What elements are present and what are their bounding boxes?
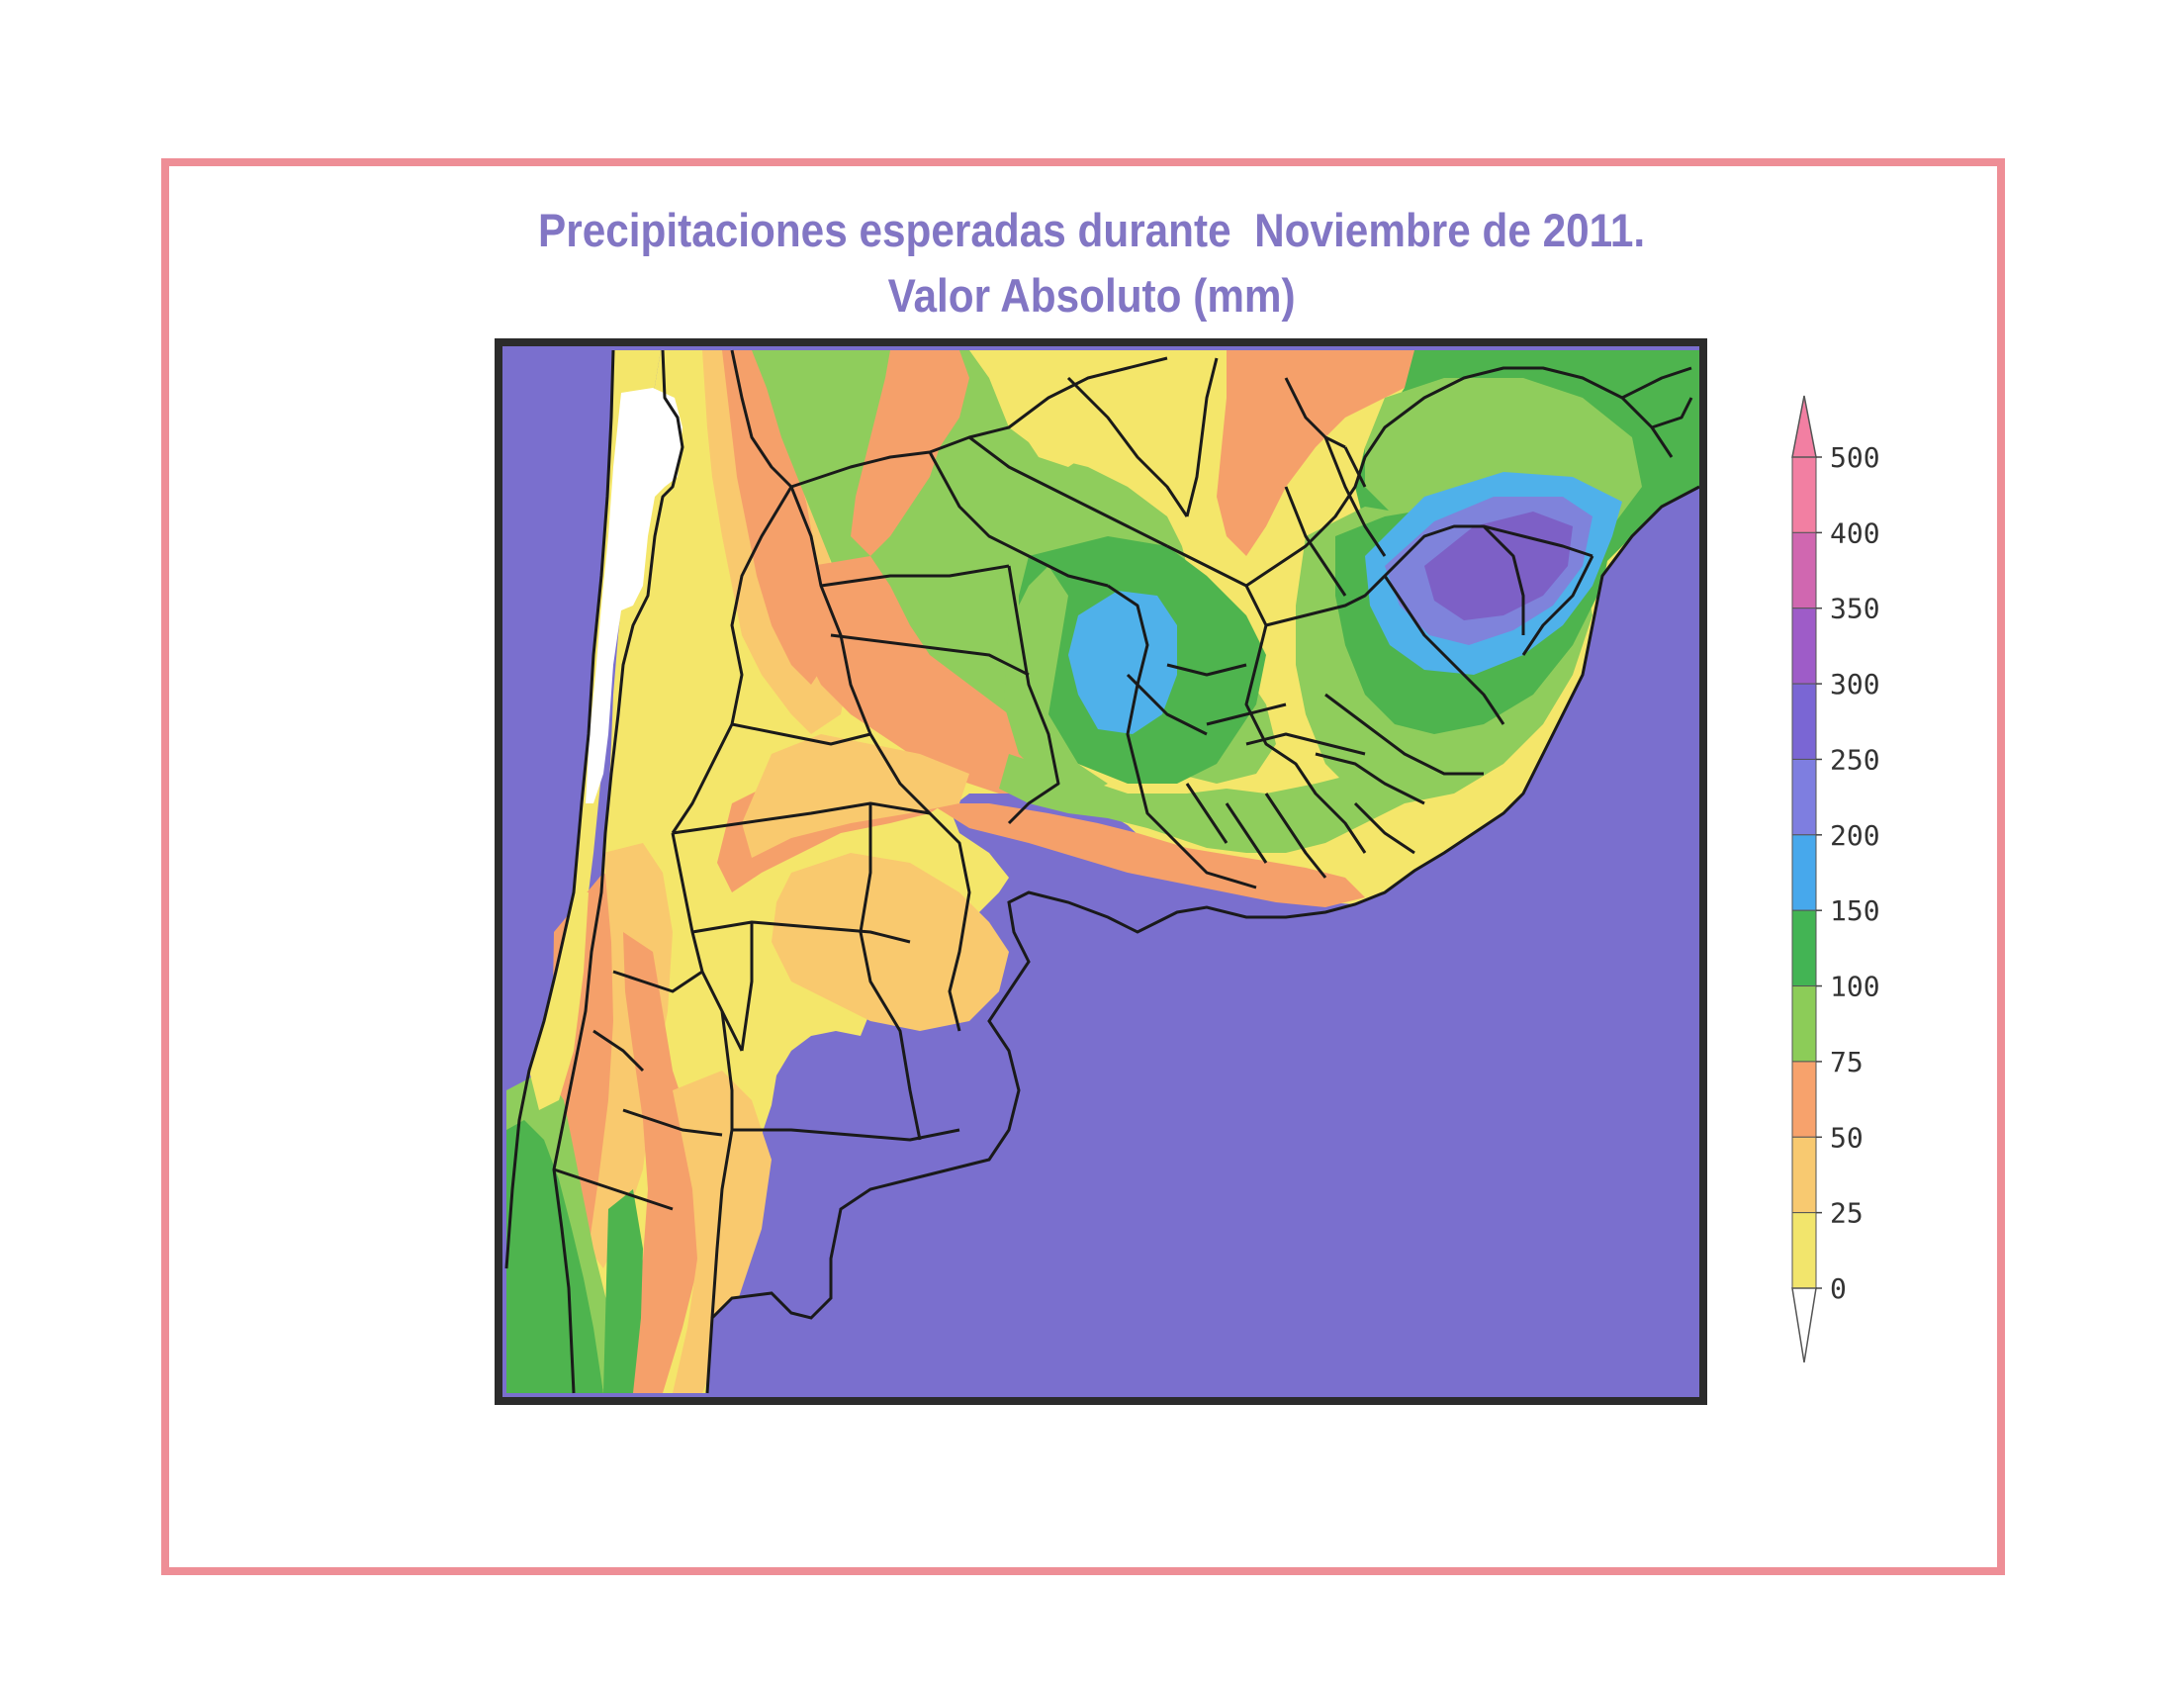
band-green-patagonia-mid — [603, 1189, 643, 1393]
pacific-coastline — [504, 349, 615, 1269]
legend-label: 250 — [1830, 743, 1880, 776]
legend-label: 100 — [1830, 971, 1880, 1003]
legend-band — [1791, 1212, 1817, 1289]
legend-label: 400 — [1830, 516, 1880, 549]
page-frame — [161, 158, 2005, 1575]
precipitation-map — [495, 338, 1707, 1405]
atlantic-coastline — [705, 485, 1700, 1394]
band-lightorange-patagonia-west — [589, 843, 673, 1268]
band-orange-patagonia-center — [673, 1071, 772, 1393]
legend-band — [1791, 1061, 1817, 1138]
title-line-1: Precipitaciones esperadas durante Noviem… — [538, 204, 1646, 256]
band-orange-coast — [930, 803, 1365, 907]
band-green-south-andes — [506, 1110, 603, 1393]
legend-band — [1791, 531, 1817, 609]
legend-bands — [1791, 456, 1817, 1289]
legend-label: 200 — [1830, 819, 1880, 852]
political-borders — [552, 349, 1693, 1394]
map-border — [495, 338, 1707, 1405]
legend-band — [1791, 834, 1817, 911]
band-orange-ne — [1217, 350, 1444, 556]
legend-label: 350 — [1830, 593, 1880, 625]
title-line-2: Valor Absoluto (mm) — [887, 269, 1296, 322]
band-lightorange-westcentral — [742, 734, 969, 858]
legend-band — [1791, 456, 1817, 533]
legend-label: 75 — [1830, 1046, 1864, 1078]
legend-band — [1791, 758, 1817, 836]
band-orange-central — [791, 556, 1068, 794]
chile-coast — [529, 892, 589, 1110]
band-orange-patagonia-mid — [613, 932, 702, 1393]
legend-band — [1791, 607, 1817, 685]
map-title: Precipitaciones esperadas durante Noviem… — [109, 198, 2074, 328]
legend-label: 25 — [1830, 1197, 1864, 1230]
legend-arrow-top — [1791, 395, 1817, 458]
band-lightgreen-south-andes — [506, 1071, 623, 1393]
ocean-coast-mask — [707, 487, 1699, 1393]
legend-label: 0 — [1830, 1272, 1847, 1305]
legend-label: 150 — [1830, 894, 1880, 927]
legend-band — [1791, 909, 1817, 987]
legend-label: 300 — [1830, 668, 1880, 701]
legend-arrow-bottom — [1791, 1287, 1817, 1363]
legend-band — [1791, 985, 1817, 1063]
legend-band — [1791, 1136, 1817, 1214]
legend-band — [1791, 683, 1817, 760]
no-data-area — [586, 388, 682, 803]
legend-label: 500 — [1830, 441, 1880, 474]
band-lightgreen-central — [1004, 566, 1108, 794]
legend-label: 50 — [1830, 1121, 1864, 1154]
